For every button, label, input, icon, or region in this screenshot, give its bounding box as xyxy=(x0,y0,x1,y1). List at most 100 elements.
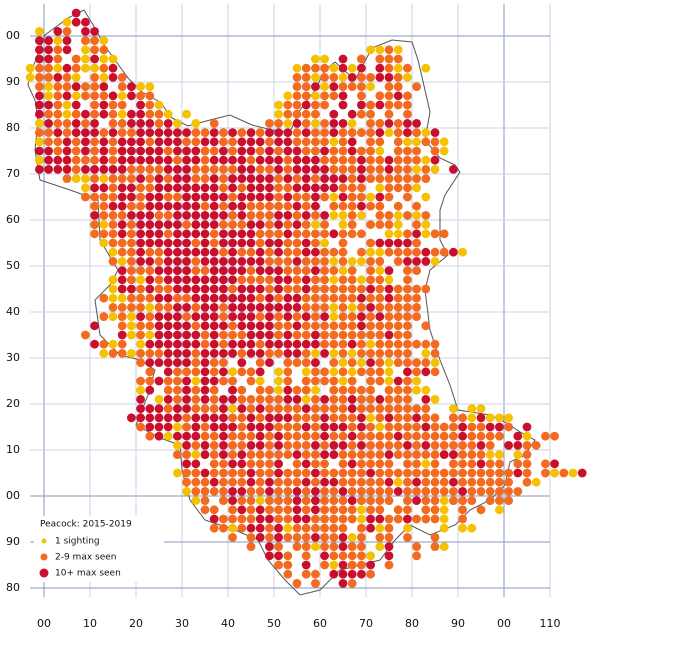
record-dot xyxy=(292,330,302,340)
record-dot xyxy=(329,201,339,211)
record-dot xyxy=(255,487,265,496)
record-dot xyxy=(347,395,357,404)
record-dot xyxy=(200,155,210,165)
record-dot xyxy=(329,441,339,450)
record-dot xyxy=(145,100,155,110)
record-dot xyxy=(228,395,238,404)
record-dot xyxy=(320,119,329,128)
record-dot xyxy=(90,137,99,147)
record-dot xyxy=(228,330,238,340)
record-dot xyxy=(504,487,513,496)
record-dot xyxy=(485,496,495,505)
record-dot xyxy=(412,155,421,165)
record-dot xyxy=(209,257,219,266)
record-dot xyxy=(476,468,486,478)
record-dot xyxy=(320,183,329,193)
record-dot xyxy=(255,155,265,165)
record-dot xyxy=(311,174,320,184)
record-dot xyxy=(255,183,265,193)
record-dot xyxy=(366,257,375,266)
record-dot xyxy=(182,183,192,193)
record-dot xyxy=(53,109,63,119)
record-dot xyxy=(219,496,228,505)
record-dot xyxy=(577,468,587,478)
record-dot xyxy=(191,146,201,156)
record-dot xyxy=(219,174,228,184)
record-dot xyxy=(200,247,210,257)
record-dot xyxy=(246,496,256,505)
record-dot xyxy=(329,174,339,184)
record-dot xyxy=(274,284,283,294)
record-dot xyxy=(200,413,210,423)
record-dot xyxy=(357,155,366,165)
record-dot xyxy=(209,146,219,156)
record-dot xyxy=(439,450,449,459)
record-dot xyxy=(403,73,412,82)
record-dot xyxy=(136,321,146,331)
record-dot xyxy=(311,579,320,588)
record-dot xyxy=(311,395,320,404)
record-dot xyxy=(265,174,274,184)
record-dot xyxy=(366,413,375,423)
x-tick-label: 70 xyxy=(359,617,373,630)
record-dot xyxy=(53,100,63,110)
record-dot xyxy=(255,413,265,423)
record-dot xyxy=(421,431,431,441)
record-dot xyxy=(403,303,412,312)
record-dot xyxy=(311,119,320,128)
record-dot xyxy=(219,431,228,441)
record-dot xyxy=(90,220,99,230)
record-dot xyxy=(430,542,440,551)
record-dot xyxy=(71,174,81,184)
record-dot xyxy=(191,468,201,478)
record-dot xyxy=(301,321,311,331)
record-dot xyxy=(384,395,394,404)
record-dot xyxy=(44,137,53,147)
record-dot xyxy=(357,211,366,220)
record-dot xyxy=(292,119,302,128)
record-dot xyxy=(25,73,35,82)
record-dot xyxy=(163,146,173,156)
y-tick-label: 60 xyxy=(6,213,20,226)
record-dot xyxy=(393,146,403,156)
record-dot xyxy=(81,137,90,147)
record-dot xyxy=(301,155,311,165)
record-dot xyxy=(430,487,440,496)
record-dot xyxy=(439,496,449,505)
record-dot xyxy=(329,183,339,193)
record-dot xyxy=(117,275,127,285)
record-dot xyxy=(366,477,375,487)
record-dot xyxy=(163,201,173,211)
record-dot xyxy=(154,155,164,165)
record-dot xyxy=(191,247,201,257)
record-dot xyxy=(182,395,192,404)
record-dot xyxy=(90,45,99,55)
record-dot xyxy=(421,514,431,524)
record-dot xyxy=(182,211,192,220)
record-dot xyxy=(99,293,109,303)
record-dot xyxy=(301,91,311,101)
record-dot xyxy=(191,211,201,220)
record-dot xyxy=(145,349,155,358)
record-dot xyxy=(449,404,458,413)
record-dot xyxy=(320,551,329,561)
record-dot xyxy=(301,339,311,349)
record-dot xyxy=(265,542,274,551)
record-dot xyxy=(384,128,394,138)
record-dot xyxy=(81,183,90,193)
record-dot xyxy=(301,183,311,193)
record-dot xyxy=(467,413,477,423)
record-dot xyxy=(90,321,99,331)
record-dot xyxy=(375,330,385,340)
record-dot xyxy=(329,109,339,119)
record-dot xyxy=(191,441,201,450)
record-dot xyxy=(255,165,265,174)
record-dot xyxy=(357,487,366,496)
record-dot xyxy=(90,63,99,73)
record-dot xyxy=(485,431,495,441)
record-dot xyxy=(81,330,90,340)
record-dot xyxy=(283,422,293,432)
record-dot xyxy=(283,137,293,147)
record-dot xyxy=(246,339,256,349)
record-dot xyxy=(384,229,394,239)
